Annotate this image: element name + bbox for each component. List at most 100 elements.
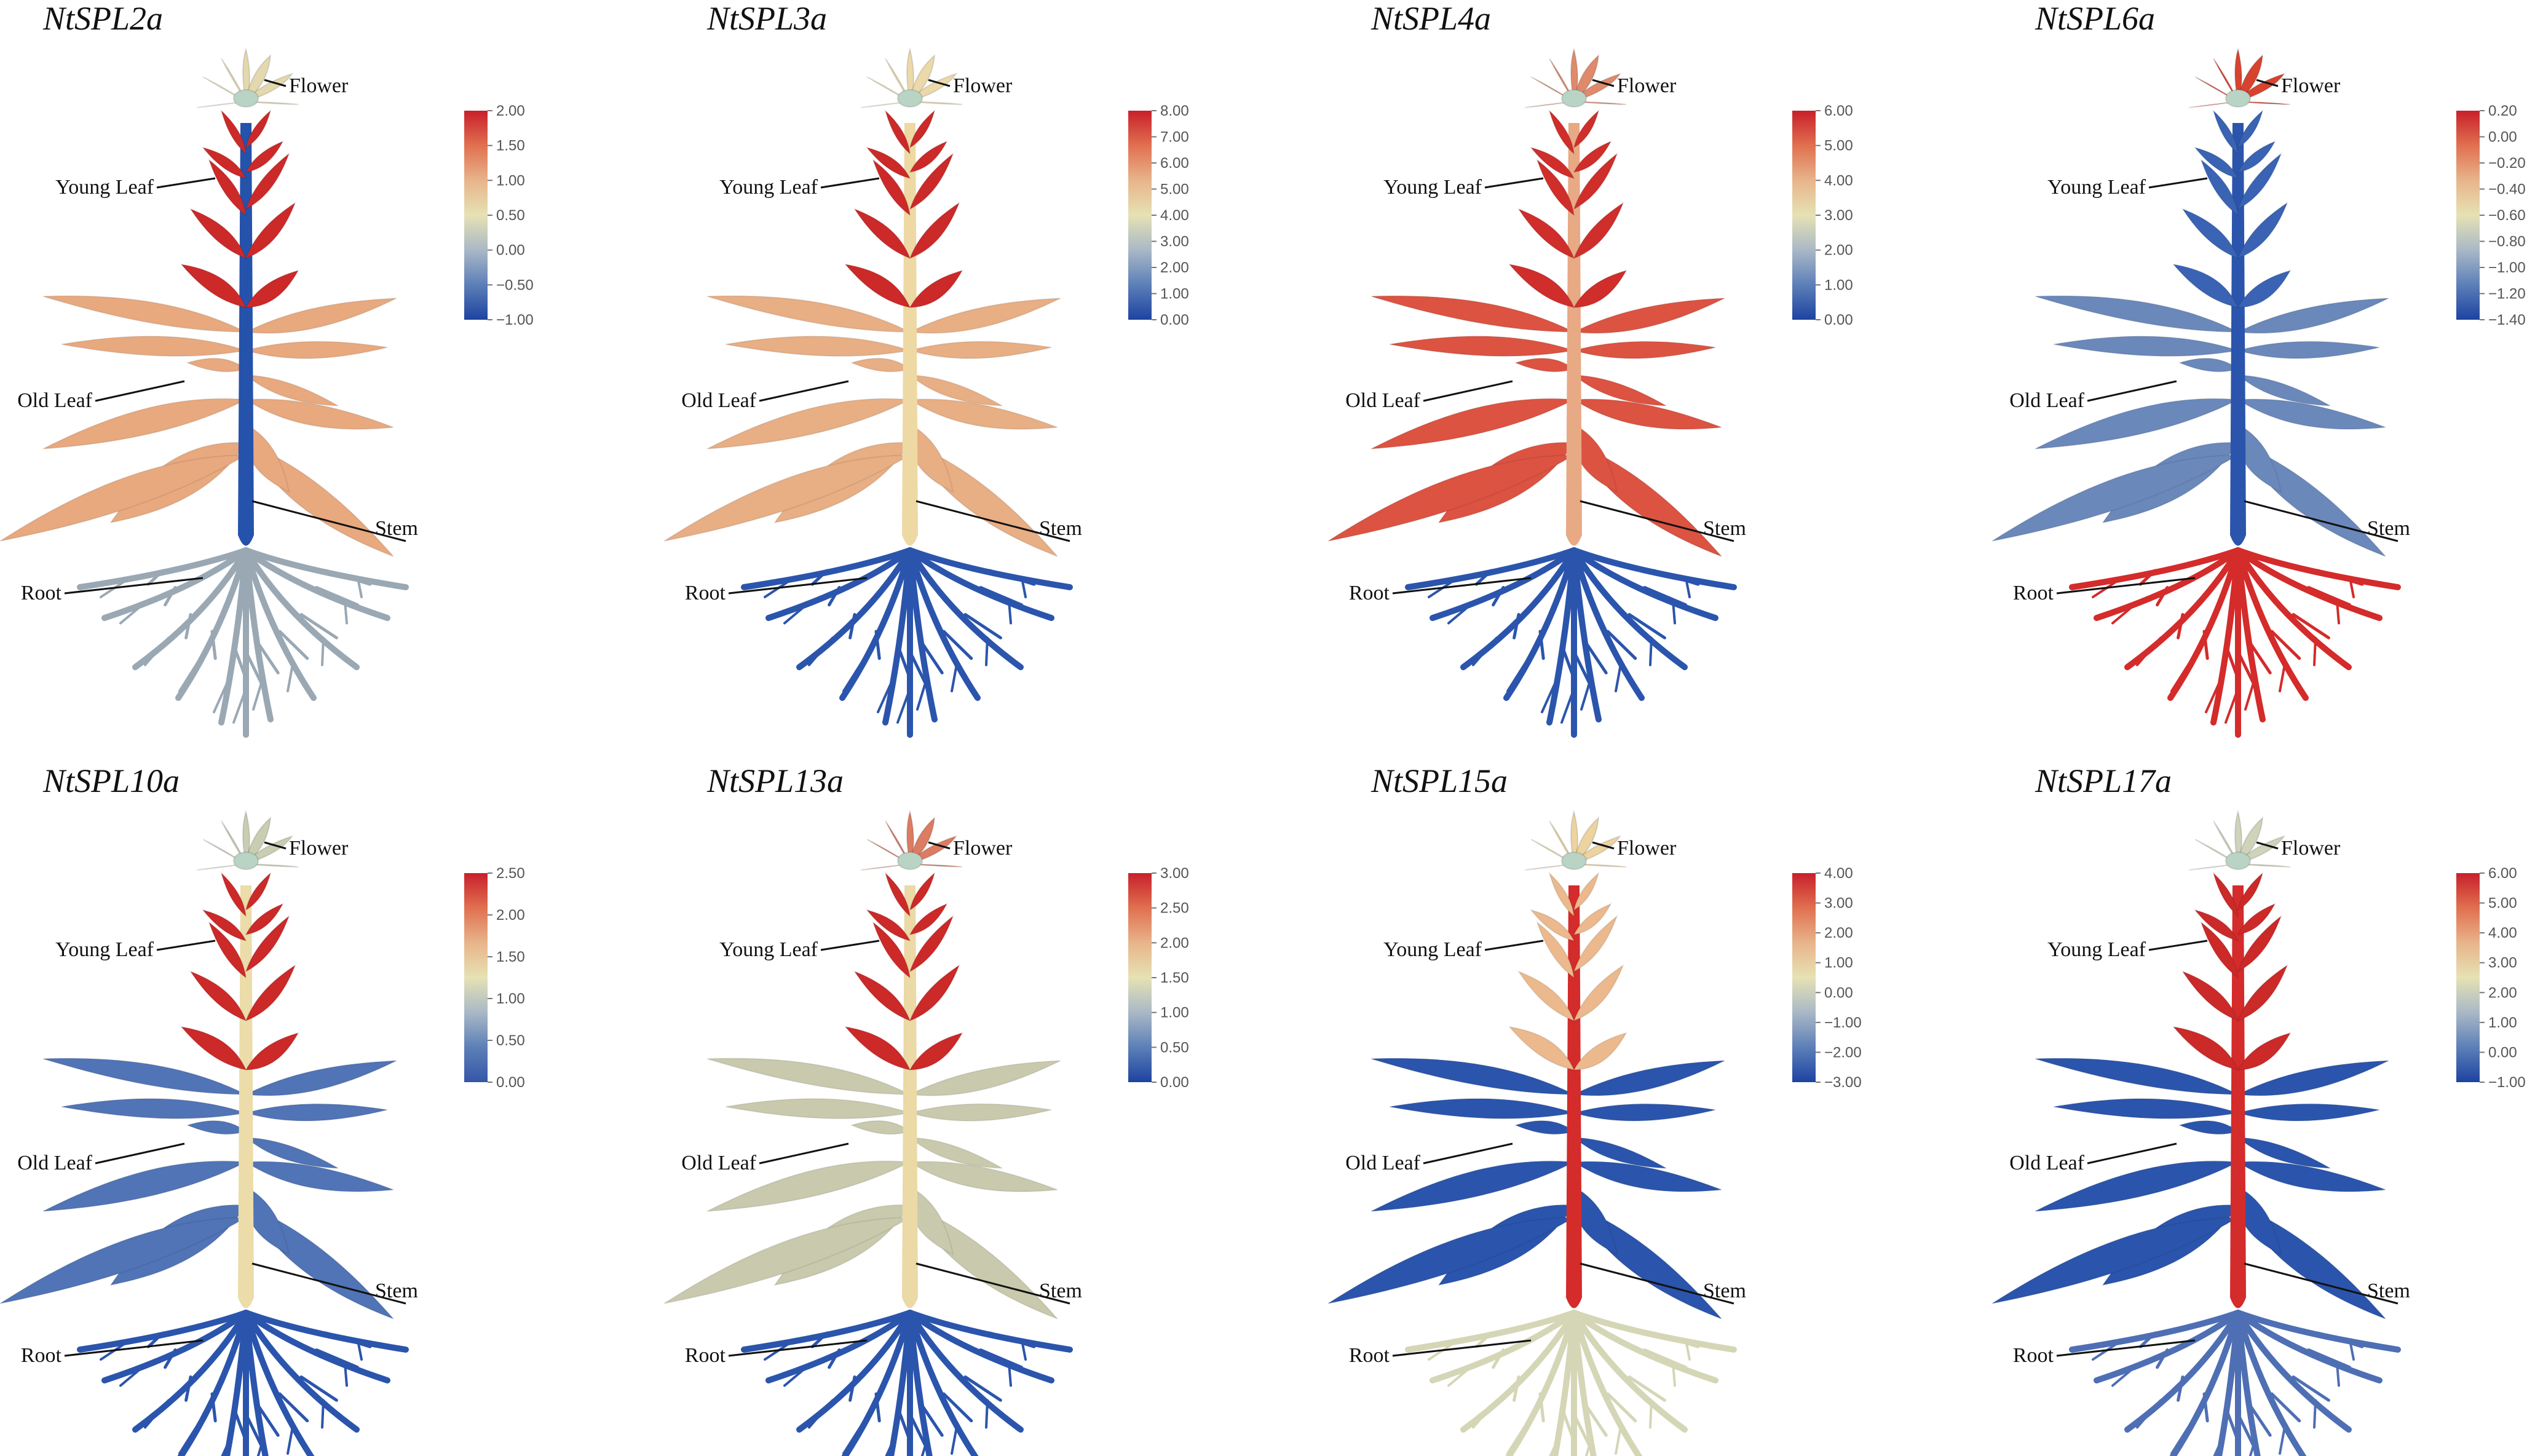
scale-tick-label: 1.00 <box>1824 277 1853 293</box>
scale-tick-label: 2.00 <box>2488 984 2517 1001</box>
scale-tick-label: 4.00 <box>1824 865 1853 882</box>
leader-line <box>264 841 287 850</box>
label-root: Root <box>2013 582 2054 604</box>
expression-panel: NtSPL3a Flower Young Leaf Old Leaf Stem Root 8… <box>663 0 1189 738</box>
young-leaf-tissue <box>844 108 964 309</box>
label-old-leaf: Old Leaf <box>681 1152 756 1174</box>
scale-tick-label: 1.00 <box>1160 1005 1189 1021</box>
old-leaf-tissue <box>1327 295 1725 557</box>
root-tissue <box>2069 1310 2401 1456</box>
flower-tissue <box>860 47 963 108</box>
scale-tick-label: 2.50 <box>496 865 525 882</box>
label-stem: Stem <box>2367 517 2410 540</box>
label-old-leaf: Old Leaf <box>17 1152 92 1174</box>
label-stem: Stem <box>1039 517 1082 540</box>
label-flower: Flower <box>1617 74 1677 97</box>
stem-tissue <box>2230 885 2246 1308</box>
expression-panel: NtSPL15a Flower Young Leaf Old Leaf Stem Root… <box>1327 762 1862 1456</box>
color-scale-bar <box>464 873 488 1082</box>
leader-line <box>2148 940 2208 951</box>
scale-tick-label: 0.00 <box>1160 1074 1189 1091</box>
color-scale-bar <box>2456 111 2480 320</box>
scale-tick-label: 1.50 <box>496 138 525 154</box>
label-flower: Flower <box>953 837 1013 860</box>
scale-tick-label: 2.00 <box>1160 259 1189 276</box>
leader-line <box>2256 841 2279 850</box>
leader-line <box>1580 1262 1734 1305</box>
stem-tissue <box>2230 123 2246 546</box>
scale-tick-label: 5.00 <box>1824 138 1853 154</box>
label-root: Root <box>2013 1344 2054 1367</box>
scale-tick-label: 3.00 <box>1160 865 1189 882</box>
label-old-leaf: Old Leaf <box>1345 389 1420 412</box>
scale-tick-label: 0.00 <box>2488 129 2517 146</box>
flower-tissue <box>196 47 299 108</box>
label-root: Root <box>1349 1344 1390 1367</box>
scale-tick-label: −1.40 <box>2488 312 2526 328</box>
scale-tick-label: −2.00 <box>1824 1044 1862 1061</box>
label-flower: Flower <box>289 837 349 860</box>
stem-tissue <box>238 123 254 546</box>
label-young-leaf: Young Leaf <box>55 176 154 199</box>
young-leaf-tissue <box>2172 108 2292 309</box>
old-leaf-tissue <box>0 295 397 557</box>
expression-panel: NtSPL17a Flower Young Leaf Old Leaf Stem Root… <box>1991 762 2526 1456</box>
scale-tick-label: −0.40 <box>2488 181 2526 198</box>
label-young-leaf: Young Leaf <box>55 938 154 961</box>
leader-line <box>2056 1339 2196 1357</box>
scale-tick-label: 1.00 <box>496 991 525 1007</box>
gene-title: NtSPL4a <box>1370 0 1491 37</box>
flower-tissue <box>2188 809 2291 871</box>
gene-title: NtSPL6a <box>2035 0 2155 37</box>
label-root: Root <box>685 582 726 604</box>
stem-tissue <box>902 885 918 1308</box>
color-scale-bar <box>1792 873 1816 1082</box>
label-root: Root <box>21 1344 62 1367</box>
label-stem: Stem <box>375 517 418 540</box>
leader-line <box>156 940 216 951</box>
young-leaf-tissue <box>180 108 300 309</box>
leader-line <box>759 380 849 402</box>
old-leaf-tissue <box>663 295 1061 557</box>
young-leaf-tissue <box>1508 871 1628 1071</box>
label-old-leaf: Old Leaf <box>17 389 92 412</box>
scale-tick-label: 4.00 <box>2488 925 2517 941</box>
old-leaf-tissue <box>1991 1058 2389 1320</box>
color-scale-bar <box>1128 111 1152 320</box>
scale-tick-label: 0.50 <box>496 207 525 224</box>
scale-tick-label: −0.50 <box>496 277 534 293</box>
flower-tissue <box>860 809 963 871</box>
leader-line <box>928 79 951 87</box>
label-flower: Flower <box>289 74 349 97</box>
root-tissue <box>2069 547 2401 738</box>
label-young-leaf: Young Leaf <box>1383 938 1482 961</box>
label-stem: Stem <box>2367 1280 2410 1302</box>
leader-line <box>1484 177 1544 189</box>
gene-title: NtSPL10a <box>42 762 180 799</box>
expression-panel: NtSPL10a Flower Young Leaf Old Leaf Stem Root… <box>0 762 525 1456</box>
label-stem: Stem <box>375 1280 418 1302</box>
gene-title: NtSPL15a <box>1370 762 1508 799</box>
leader-line <box>1592 79 1615 87</box>
leader-line <box>820 940 880 951</box>
label-old-leaf: Old Leaf <box>2009 389 2084 412</box>
leader-line <box>2256 79 2279 87</box>
scale-tick-label: 0.00 <box>1824 312 1853 328</box>
scale-tick-label: −1.00 <box>2488 259 2526 276</box>
leader-line <box>1392 577 1532 595</box>
stem-tissue <box>902 123 918 546</box>
scale-tick-label: 7.00 <box>1160 129 1189 146</box>
leader-line <box>95 380 185 402</box>
label-flower: Flower <box>2281 74 2341 97</box>
leader-line <box>759 1142 849 1165</box>
leader-line <box>2056 577 2196 595</box>
old-leaf-tissue <box>1991 295 2389 557</box>
scale-tick-label: 2.50 <box>1160 900 1189 917</box>
gene-title: NtSPL17a <box>2035 762 2172 799</box>
scale-tick-label: −1.00 <box>496 312 534 328</box>
scale-tick-label: 4.00 <box>1160 207 1189 224</box>
old-leaf-tissue <box>663 1058 1061 1320</box>
scale-tick-label: 0.00 <box>496 242 525 259</box>
leader-line <box>1423 380 1513 402</box>
leader-line <box>1423 1142 1513 1165</box>
